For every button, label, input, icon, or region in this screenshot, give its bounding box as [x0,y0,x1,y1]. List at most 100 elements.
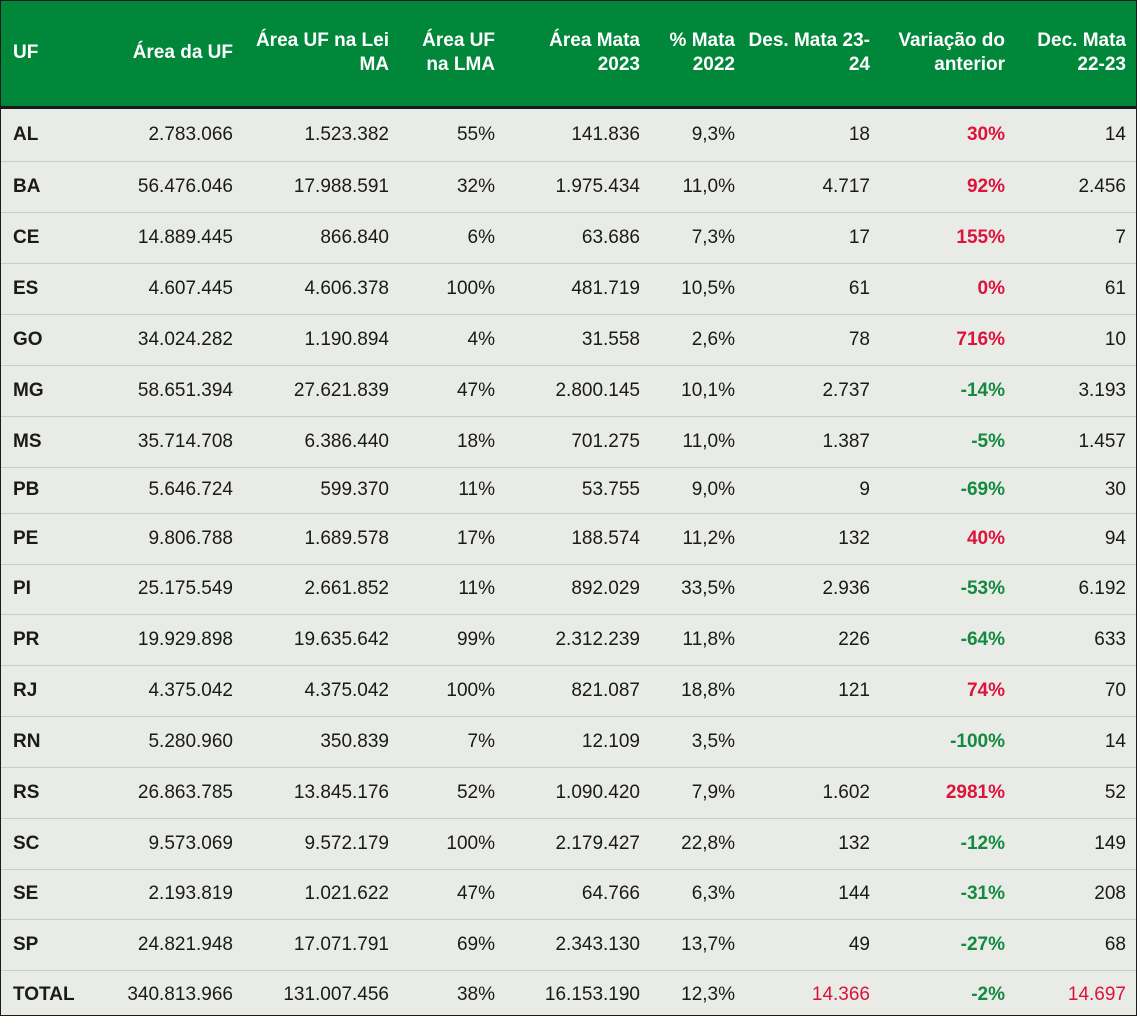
table-row: SP 24.821.948 17.071.791 69% 2.343.130 13,7% 4… [1,919,1136,971]
cell-dec-mata: 7 [1015,212,1136,264]
cell-pct-lma: 11% [399,564,505,615]
cell-des-mata: 61 [745,263,880,315]
cell-pct-mata: 2,6% [650,314,745,366]
cell-area-lei: 2.661.852 [243,564,399,615]
header-dec-mata: Dec. Mata 22-23 [1015,1,1136,109]
cell-uf: PR [1,614,93,666]
table-row: PB 5.646.724 599.370 11% 53.755 9,0% 9 -69% 30 [1,467,1136,514]
cell-pct-lma: 4% [399,314,505,366]
cell-area-lei: 9.572.179 [243,818,399,870]
cell-variacao: 2981% [880,767,1015,819]
table-row: BA 56.476.046 17.988.591 32% 1.975.434 11,0% 4… [1,161,1136,213]
header-pct-mata: % Mata 2022 [650,1,745,109]
cell-pct-mata: 13,7% [650,919,745,971]
table-header: UF Área da UF Área UF na Lei MA Área UF na … [1,1,1136,109]
cell-area-lei: 4.606.378 [243,263,399,315]
cell-area-uf: 4.375.042 [93,665,243,717]
cell-dec-mata: 68 [1015,919,1136,971]
cell-area-lei: 13.845.176 [243,767,399,819]
cell-area-uf: 9.806.788 [93,513,243,565]
cell-uf: PI [1,564,93,615]
table-row: PI 25.175.549 2.661.852 11% 892.029 33,5% 2.93… [1,564,1136,615]
cell-uf: RS [1,767,93,819]
cell-uf: GO [1,314,93,366]
cell-pct-mata: 9,0% [650,467,745,514]
cell-pct-lma: 69% [399,919,505,971]
cell-variacao: 30% [880,107,1015,162]
cell-pct-mata: 10,5% [650,263,745,315]
cell-area-lei: 17.988.591 [243,161,399,213]
cell-dec-mata: 94 [1015,513,1136,565]
cell-pct-lma: 100% [399,263,505,315]
header-row: UF Área da UF Área UF na Lei MA Área UF na … [1,1,1136,109]
cell-area-uf: 56.476.046 [93,161,243,213]
cell-dec-mata: 10 [1015,314,1136,366]
cell-pct-lma: 18% [399,416,505,468]
cell-des-mata: 144 [745,869,880,920]
cell-des-mata: 17 [745,212,880,264]
cell-area-uf: 5.280.960 [93,716,243,768]
cell-variacao: -14% [880,365,1015,417]
cell-pct-lma: 47% [399,869,505,920]
cell-area-uf: 26.863.785 [93,767,243,819]
cell-uf: RN [1,716,93,768]
header-uf: UF [1,1,93,109]
cell-area-lei: 1.021.622 [243,869,399,920]
cell-area-lei: 599.370 [243,467,399,514]
cell-area-lei: 19.635.642 [243,614,399,666]
cell-area-lei: 350.839 [243,716,399,768]
cell-area-uf: 4.607.445 [93,263,243,315]
table-row: SC 9.573.069 9.572.179 100% 2.179.427 22,8% 13… [1,818,1136,870]
cell-dec-mata: 149 [1015,818,1136,870]
cell-uf: AL [1,107,93,162]
cell-area-uf: 24.821.948 [93,919,243,971]
table-row: MG 58.651.394 27.621.839 47% 2.800.145 10,1% 2… [1,365,1136,417]
table-row: MS 35.714.708 6.386.440 18% 701.275 11,0% 1.38… [1,416,1136,468]
cell-dec-mata: 1.457 [1015,416,1136,468]
cell-variacao: 155% [880,212,1015,264]
cell-pct-lma: 100% [399,818,505,870]
cell-dec-mata: 14 [1015,716,1136,768]
cell-area-uf: 34.024.282 [93,314,243,366]
cell-area-uf: 2.783.066 [93,107,243,162]
cell-pct-lma: 47% [399,365,505,417]
cell-area-lei: 27.621.839 [243,365,399,417]
cell-variacao: -100% [880,716,1015,768]
cell-des-mata: 2.737 [745,365,880,417]
cell-variacao: -12% [880,818,1015,870]
cell-variacao: 716% [880,314,1015,366]
cell-area-mata: 481.719 [505,263,650,315]
cell-uf: RJ [1,665,93,717]
cell-dec-mata: 52 [1015,767,1136,819]
table-row: AL 2.783.066 1.523.382 55% 141.836 9,3% 18 30% 1… [1,107,1136,162]
cell-area-lei: 866.840 [243,212,399,264]
cell-pct-lma: 38% [456,984,495,1006]
cell-dec-mata: 2.456 [1015,161,1136,213]
cell-variacao: -5% [880,416,1015,468]
cell-variacao: -2% [971,984,1005,1006]
cell-area-uf: 25.175.549 [93,564,243,615]
header-area-lei: Área UF na Lei MA [243,1,399,109]
cell-variacao: -31% [880,869,1015,920]
cell-pct-lma: 6% [399,212,505,264]
cell-uf: CE [1,212,93,264]
header-area-mata: Área Mata 2023 [505,1,650,109]
cell-pct-lma: 11% [399,467,505,514]
cell-area-lei: 17.071.791 [243,919,399,971]
cell-dec-mata: 30 [1015,467,1136,514]
cell-pct-mata: 18,8% [650,665,745,717]
cell-des-mata: 78 [745,314,880,366]
cell-area-mata: 63.686 [505,212,650,264]
cell-pct-mata: 11,8% [650,614,745,666]
cell-des-mata: 226 [745,614,880,666]
cell-variacao: 74% [880,665,1015,717]
cell-area-uf: 9.573.069 [93,818,243,870]
cell-area-lei: 4.375.042 [243,665,399,717]
cell-pct-mata: 9,3% [650,107,745,162]
table-row: CE 14.889.445 866.840 6% 63.686 7,3% 17 155% 7 [1,212,1136,264]
cell-pct-mata: 6,3% [650,869,745,920]
cell-area-mata: 1.975.434 [505,161,650,213]
cell-uf: PB [1,467,93,514]
header-des-mata: Des. Mata 23-24 [745,1,880,109]
